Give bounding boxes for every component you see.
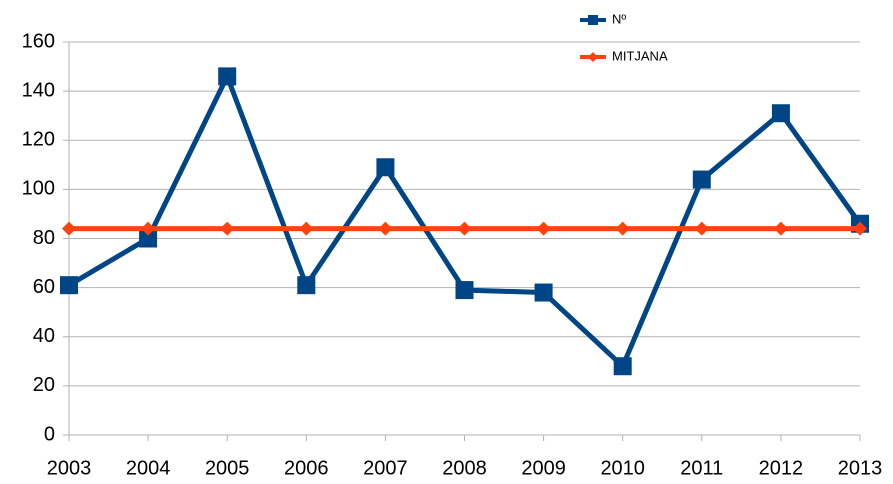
- data-point: [536, 221, 551, 236]
- series-line: [67, 73, 863, 369]
- data-point: [773, 221, 788, 236]
- data-point: [60, 276, 78, 295]
- x-tick-label: 2010: [600, 457, 645, 479]
- x-tick-label: 2004: [126, 457, 171, 479]
- data-point: [218, 67, 237, 86]
- y-tick-label: 120: [22, 129, 55, 151]
- data-point: [139, 229, 158, 248]
- data-point: [141, 221, 156, 236]
- x-tick-label: 2011: [680, 457, 723, 479]
- data-point: [694, 221, 709, 236]
- legend-label: Nº: [612, 11, 626, 26]
- data-point: [853, 221, 867, 236]
- data-point: [534, 283, 553, 302]
- y-tick-label: 100: [22, 178, 55, 200]
- y-tick-label: 0: [44, 423, 55, 445]
- data-point: [297, 276, 316, 295]
- data-point: [692, 170, 711, 189]
- data-point: [378, 221, 393, 236]
- x-tick-label: 2005: [205, 457, 250, 479]
- data-point: [376, 158, 395, 177]
- data-point: [615, 221, 630, 236]
- x-tick-label: 2009: [521, 457, 566, 479]
- data-point: [457, 221, 472, 236]
- y-tick-label: 80: [33, 227, 55, 249]
- legend-marker: [588, 52, 598, 62]
- x-tick-label: 2003: [47, 457, 92, 479]
- data-point: [771, 104, 790, 123]
- y-tick-label: 160: [22, 30, 55, 52]
- data-point: [455, 281, 474, 300]
- x-tick-label: 2006: [284, 457, 329, 479]
- y-tick-label: 60: [33, 276, 55, 298]
- data-point: [613, 357, 632, 376]
- x-tick-label: 2008: [442, 457, 487, 479]
- y-tick-label: 20: [33, 374, 55, 396]
- y-tick-label: 140: [22, 79, 55, 101]
- legend-marker: [588, 15, 598, 25]
- x-tick-label: 2012: [759, 457, 804, 479]
- data-point: [62, 221, 76, 236]
- y-tick-label: 40: [33, 325, 55, 347]
- data-point: [220, 221, 235, 236]
- x-tick-label: 2013: [838, 457, 883, 479]
- legend-label: MITJANA: [612, 48, 668, 63]
- x-tick-label: 2007: [363, 457, 408, 479]
- data-point: [299, 221, 314, 236]
